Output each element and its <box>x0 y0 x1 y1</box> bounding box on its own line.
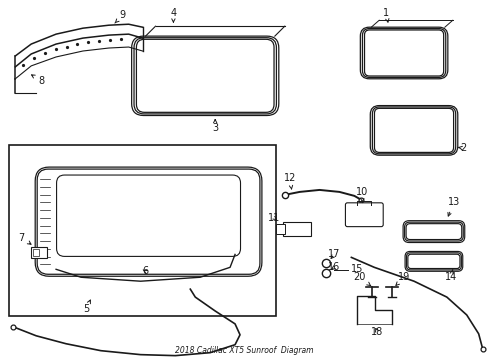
Text: 2: 2 <box>457 143 466 153</box>
Text: 4: 4 <box>170 8 176 22</box>
Text: 19: 19 <box>395 272 409 285</box>
Bar <box>31 247 47 258</box>
Text: 18: 18 <box>370 327 383 337</box>
Text: 5: 5 <box>82 300 90 314</box>
Text: 16: 16 <box>327 262 340 272</box>
Text: 9: 9 <box>115 10 125 23</box>
Text: 6: 6 <box>142 266 148 276</box>
Bar <box>33 249 39 256</box>
Text: 7: 7 <box>18 233 31 244</box>
Text: 17: 17 <box>327 249 340 260</box>
Text: 3: 3 <box>212 120 218 134</box>
Bar <box>282 222 310 235</box>
Text: 15: 15 <box>351 264 363 274</box>
Text: 10: 10 <box>355 187 367 202</box>
FancyBboxPatch shape <box>345 203 383 227</box>
Text: 20: 20 <box>352 272 370 286</box>
Text: 14: 14 <box>444 269 456 282</box>
Text: 2018 Cadillac XT5 Sunroof  Diagram: 2018 Cadillac XT5 Sunroof Diagram <box>174 346 313 355</box>
Text: 1: 1 <box>382 8 388 22</box>
Text: 12: 12 <box>283 173 295 189</box>
Bar <box>275 224 284 234</box>
Text: 11: 11 <box>267 213 280 223</box>
Text: 13: 13 <box>447 197 459 216</box>
Text: 8: 8 <box>31 75 44 86</box>
Bar <box>9 145 275 316</box>
